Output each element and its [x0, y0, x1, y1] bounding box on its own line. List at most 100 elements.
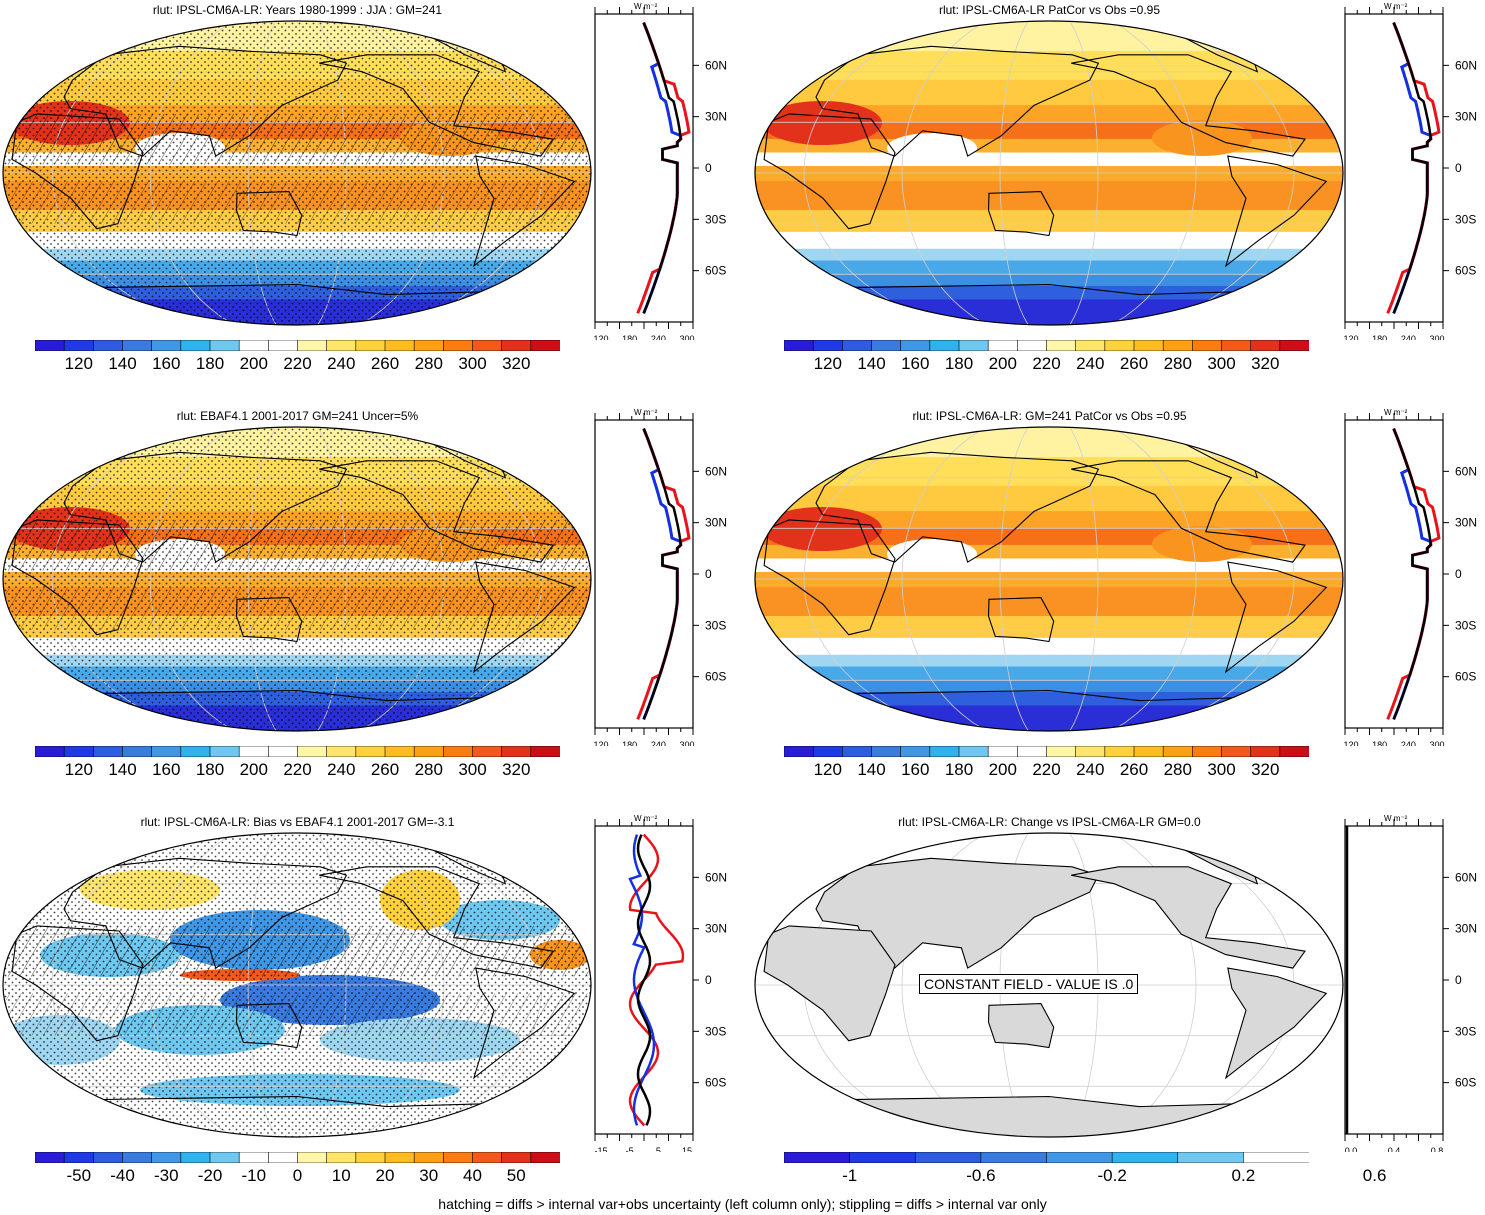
zonal-lat-label: 30S — [705, 212, 726, 226]
colorbar-tick-label: -10 — [241, 1166, 267, 1185]
zonal-mean-panel-6: 60N 30N 0 30S 60S W m⁻² 0.0 0.4 0.8 — [1344, 814, 1477, 1152]
zonal-lat-label: 30S — [1455, 1024, 1476, 1038]
colorbar-swatch — [355, 746, 386, 757]
map-panel-5 — [2, 832, 592, 1138]
zonal-lat-label: 30S — [705, 1024, 726, 1038]
colorbar-swatch — [842, 746, 873, 757]
colorbar-panel-3 — [35, 746, 560, 757]
colorbar-tick-label: 160 — [152, 354, 181, 373]
colorbar-swatch — [384, 1152, 415, 1163]
colorbar-swatch — [501, 340, 532, 351]
zonal-lat-label: 30N — [705, 110, 727, 124]
colorbar-tick-label: 220 — [1032, 760, 1061, 779]
colorbar-swatch — [900, 746, 931, 757]
colorbar-swatch — [1111, 1152, 1179, 1163]
colorbar-swatch — [384, 340, 415, 351]
colorbar-tick-label: -1 — [842, 1166, 858, 1185]
colorbar-tick-label: 240 — [327, 760, 356, 779]
panel-title-2: rlut: IPSL-CM6A-LR PatCor vs Obs =0.95 — [938, 3, 1161, 17]
colorbar-swatch — [297, 340, 328, 351]
colorbar-tick-label: 260 — [370, 354, 400, 373]
colorbar-swatch — [1104, 340, 1135, 351]
colorbar-swatch — [1075, 340, 1106, 351]
map-panel-2 — [754, 20, 1344, 326]
colorbar-panel-2 — [784, 340, 1309, 351]
colorbar-swatch — [1192, 340, 1223, 351]
colorbar-swatch — [987, 746, 1018, 757]
colorbar-swatch — [1162, 340, 1193, 351]
colorbar-tick-label: 120 — [813, 354, 842, 373]
zonal-lat-label: 60N — [1455, 870, 1477, 884]
colorbar-swatch — [1017, 746, 1048, 757]
zonal-lat-label: 60N — [705, 58, 727, 72]
zonal-mean-panel-4: 60N 30N 0 30S 60S W m⁻² 120 180 240 300 — [1343, 408, 1477, 746]
zonal-lat-label: 30S — [705, 618, 726, 632]
colorbar-tick-label: 280 — [414, 760, 443, 779]
zonal-lat-label: 60S — [705, 1076, 726, 1090]
colorbar-swatch — [900, 340, 931, 351]
colorbar-tick-label: 140 — [108, 760, 137, 779]
constant-field-message: CONSTANT FIELD - VALUE IS .0 — [919, 974, 1139, 994]
zonal-lat-label: 30N — [705, 516, 727, 530]
colorbar-swatch — [1162, 746, 1193, 757]
zonal-lat-label: 60N — [705, 464, 727, 478]
colorbar-tick-label: 200 — [239, 354, 268, 373]
colorbar-swatch — [1104, 746, 1135, 757]
zonal-unit-label: W m⁻² — [634, 408, 658, 417]
colorbar-swatch — [501, 1152, 532, 1163]
colorbar-swatch — [63, 1152, 94, 1163]
colorbar-swatch — [1046, 746, 1077, 757]
colorbar-swatch — [443, 1152, 474, 1163]
colorbar-swatch — [209, 340, 240, 351]
colorbar-swatch — [1221, 746, 1252, 757]
colorbar-swatch — [1177, 1152, 1244, 1163]
colorbar-swatch — [1279, 746, 1309, 757]
colorbar-tick-label: 120 — [64, 354, 93, 373]
colorbar-swatch — [297, 746, 328, 757]
colorbar-swatch — [1250, 746, 1281, 757]
colorbar-tick-label: 220 — [283, 760, 312, 779]
zonal-x-tick-label: 15 — [682, 1146, 692, 1152]
colorbar-panel-1 — [35, 340, 560, 351]
zonal-x-tick-label: 180 — [1372, 740, 1387, 746]
colorbar-tick-label: -0.6 — [966, 1166, 996, 1185]
colorbar-tick-label: 300 — [1207, 760, 1236, 779]
zonal-x-tick-label: 240 — [1401, 334, 1416, 340]
panel-title-5: rlut: IPSL-CM6A-LR: Bias vs EBAF4.1 2001… — [140, 815, 455, 829]
zonal-unit-label: W m⁻² — [634, 814, 658, 823]
colorbar-swatch — [326, 746, 357, 757]
colorbar-tick-label: 120 — [813, 760, 842, 779]
zonal-lat-label: 0 — [705, 973, 712, 987]
zonal-mean-panel-5: 60N 30N 0 30S 60S W m⁻² -15 -5 5 15 — [594, 814, 727, 1152]
colorbar-swatch — [93, 1152, 124, 1163]
colorbar-swatch — [501, 746, 532, 757]
zonal-unit-label: W m⁻² — [1384, 814, 1408, 823]
colorbar-tick-label: 260 — [1119, 354, 1149, 373]
colorbar-swatch — [1046, 1152, 1113, 1163]
colorbar-swatch — [151, 340, 182, 351]
colorbar-tick-label: 240 — [327, 354, 356, 373]
colorbar-swatch — [413, 1152, 444, 1163]
colorbar-swatch — [1221, 340, 1252, 351]
zonal-x-tick-label: 5 — [656, 1146, 661, 1152]
colorbar-tick-label: 20 — [375, 1166, 395, 1185]
colorbar-panel-6 — [784, 1152, 1309, 1163]
colorbar-tick-label: 280 — [414, 354, 443, 373]
zonal-x-tick-label: 0.8 — [1431, 1146, 1444, 1152]
colorbar-swatch — [93, 746, 124, 757]
zonal-x-tick-label: 300 — [1429, 740, 1444, 746]
colorbar-tick-label: 320 — [502, 760, 531, 779]
zonal-x-tick-label: 120 — [1343, 740, 1358, 746]
colorbar-tick-label: -30 — [153, 1166, 179, 1185]
colorbar-swatch — [958, 340, 989, 351]
colorbar-tick-label: 240 — [1076, 354, 1105, 373]
colorbar-swatch — [413, 340, 444, 351]
colorbar-swatch — [530, 746, 560, 757]
colorbar-tick-label: 280 — [1163, 760, 1192, 779]
zonal-series-line — [642, 428, 683, 720]
colorbar-tick-label: 300 — [458, 760, 487, 779]
colorbar-swatch — [297, 1152, 328, 1163]
zonal-x-tick-label: 180 — [1372, 334, 1387, 340]
colorbar-swatch — [812, 746, 843, 757]
colorbar-swatch — [784, 1152, 851, 1163]
